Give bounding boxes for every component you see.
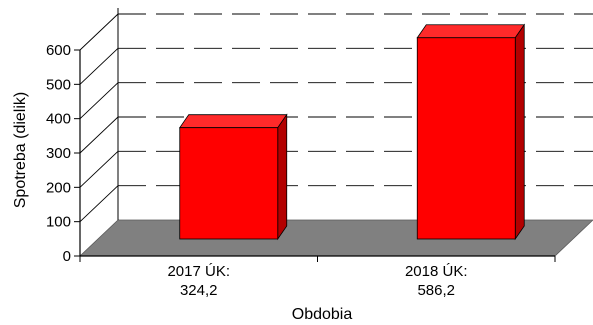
- y-tick-label: 200: [46, 179, 71, 196]
- bar: [416, 37, 516, 240]
- x-category-value-label: 586,2: [417, 282, 455, 299]
- gridline-side: [79, 116, 119, 154]
- y-tick-label: 600: [46, 42, 71, 59]
- y-axis-title: Spotreba (dielik): [12, 92, 29, 209]
- bar-side-face: [514, 23, 525, 241]
- labels-layer: 0 100 200 300 400 500 600 2017 ÚK: 324,2 2018 ÚK:…: [46, 42, 468, 299]
- bar-side-face: [277, 113, 288, 241]
- y-tick-label: 300: [46, 145, 71, 162]
- bar-top-face: [178, 114, 288, 129]
- axes-layer: [74, 8, 556, 262]
- y-tick-label: 0: [63, 248, 71, 265]
- gridline-side: [79, 185, 119, 222]
- x-category-value-label: 324,2: [180, 282, 218, 299]
- bar-top-face: [416, 24, 526, 39]
- gridline-side: [79, 13, 119, 51]
- gridline-side: [79, 82, 119, 119]
- bars-layer: [178, 23, 526, 241]
- x-category-label: 2017 ÚK:: [167, 263, 230, 280]
- y-tick-label: 400: [46, 111, 71, 128]
- bar: [179, 127, 279, 240]
- y-tick-label: 500: [46, 76, 71, 93]
- x-category-label: 2018 ÚK:: [405, 263, 468, 280]
- gridline-side: [79, 151, 119, 188]
- gridline-side: [79, 48, 119, 85]
- y-tick-label: 100: [46, 214, 71, 231]
- x-axis-title: Obdobia: [292, 306, 353, 323]
